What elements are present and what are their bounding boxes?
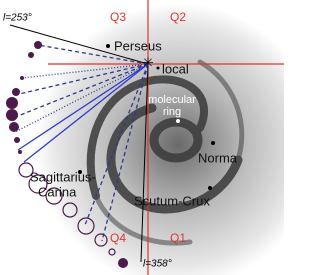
longitude-label: l=253° bbox=[3, 13, 32, 24]
quadrant-label: Q4 bbox=[110, 231, 126, 245]
galaxy-diagram: ✳ Q3 Q2 Q4 Q1 l=253° l=358° Perseus loca… bbox=[0, 0, 284, 275]
sun-marker: ✳ bbox=[142, 55, 154, 71]
ring-label: ring bbox=[163, 106, 181, 118]
arm-label: Carina bbox=[38, 184, 77, 199]
quadrant-label: Q1 bbox=[170, 231, 186, 245]
quadrant-label: Q3 bbox=[110, 10, 126, 24]
ring-label: molecular bbox=[148, 94, 196, 106]
arm-label: Norma bbox=[198, 150, 238, 165]
quadrant-label: Q2 bbox=[170, 10, 186, 24]
arm-label: Perseus bbox=[114, 38, 162, 53]
longitude-label: l=358° bbox=[143, 259, 172, 270]
arm-label: Scutum-Crux bbox=[134, 193, 210, 208]
arm-label: Sagittarius- bbox=[30, 169, 96, 184]
arm-label: local bbox=[162, 61, 189, 76]
